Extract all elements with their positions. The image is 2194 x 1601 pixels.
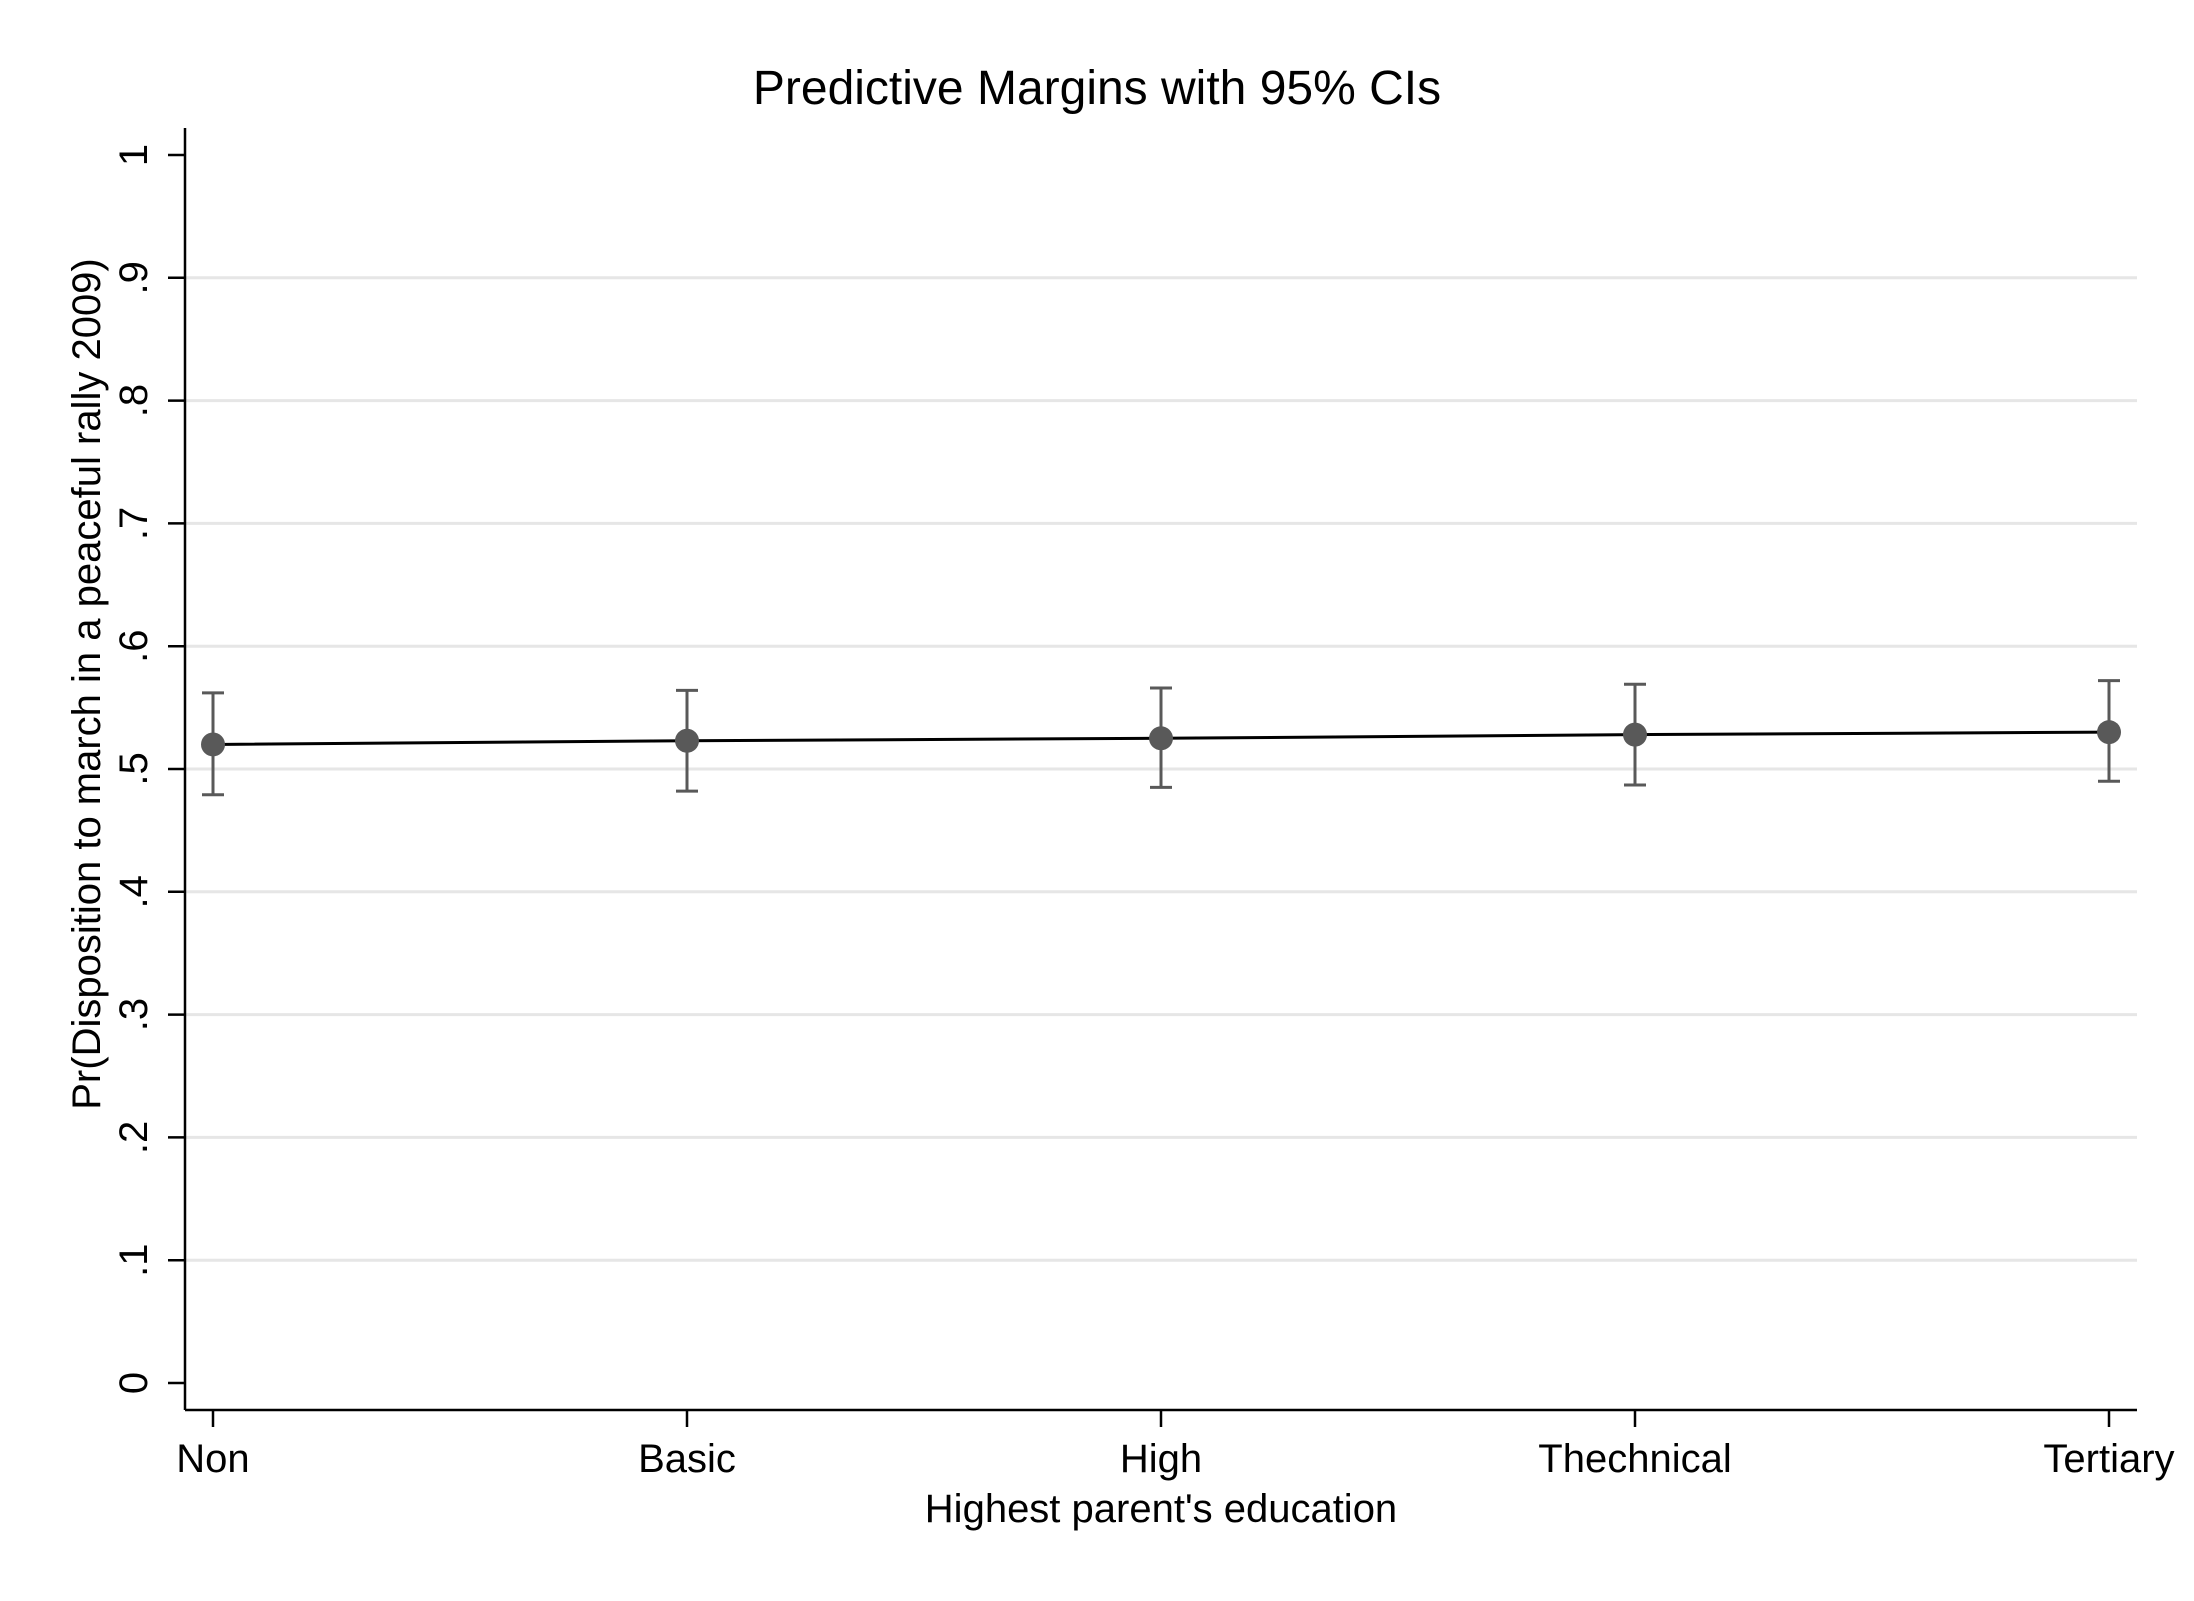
axes [168,128,2137,1427]
x-tick-labels: Non Basic High Thechnical Tertiary [176,1437,2174,1481]
data-points [201,720,2121,757]
y-tick-label: .3 [112,998,156,1031]
y-tick-label: .4 [112,875,156,908]
data-point [1623,722,1647,747]
y-tick-labels: 0 .1 .2 .3 .4 .5 .6 .7 .8 .9 1 [112,144,156,1394]
x-tick-label: Basic [638,1437,736,1481]
y-tick-label: 0 [112,1372,156,1394]
y-tick-label: .7 [112,507,156,540]
data-point [2097,720,2121,745]
y-tick-label: .9 [112,261,156,294]
x-axis-label: Highest parent's education [925,1487,1397,1531]
y-tick-label: .6 [112,630,156,663]
y-tick-label: .8 [112,384,156,417]
y-axis-label: Pr(Disposition to march in a peaceful ra… [65,258,109,1110]
x-tick-label: Tertiary [2043,1437,2174,1481]
x-tick-label: Non [176,1437,249,1481]
chart-title: Predictive Margins with 95% CIs [753,62,1441,115]
y-tick-label: .2 [112,1121,156,1154]
data-point [675,728,699,753]
y-tick-label: .1 [112,1244,156,1277]
data-point [201,732,225,757]
x-tick-label: High [1120,1437,1202,1481]
y-tick-label: .5 [112,752,156,785]
y-tick-label: 1 [112,144,156,166]
data-point [1149,726,1173,751]
x-tick-label: Thechnical [1538,1437,1731,1481]
